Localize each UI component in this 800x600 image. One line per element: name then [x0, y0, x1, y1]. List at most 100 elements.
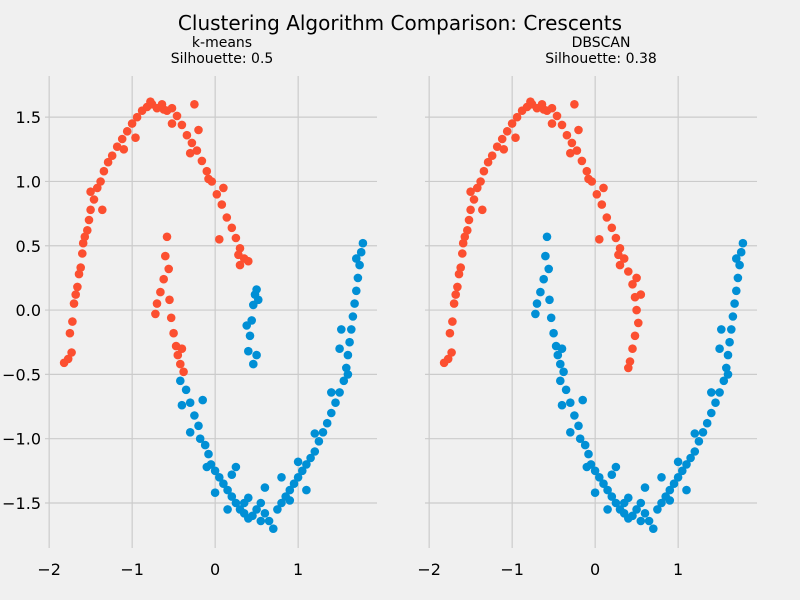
scatter-point-cluster-0: [227, 223, 237, 233]
scatter-point-cluster-1: [603, 485, 612, 495]
scatter-point-cluster-1: [732, 286, 741, 296]
scatter-point-cluster-0: [119, 145, 129, 154]
scatter-point-cluster-0: [182, 130, 192, 140]
scatter-point-cluster-0: [628, 344, 637, 354]
scatter-point-cluster-1: [603, 505, 612, 514]
scatter-point-cluster-0: [173, 350, 183, 360]
scatter-point-cluster-0: [86, 205, 95, 215]
scatter-point-cluster-1: [694, 437, 704, 446]
scatter-point-cluster-1: [578, 395, 587, 405]
scatter-point-cluster-1: [223, 485, 232, 495]
scatter-point-cluster-1: [242, 321, 251, 330]
scatter-point-cluster-0: [476, 177, 485, 186]
scatter-point-cluster-0: [599, 183, 608, 193]
scatter-point-cluster-1: [570, 411, 579, 420]
scatter-point-cluster-1: [264, 516, 274, 526]
scatter-point-cluster-1: [256, 516, 266, 526]
scatter-point-cluster-1: [599, 479, 608, 489]
scatter-point-cluster-1: [682, 460, 691, 469]
scatter-point-cluster-1: [657, 498, 666, 508]
scatter-point-cluster-0: [567, 138, 577, 148]
scatter-point-cluster-0: [454, 269, 464, 279]
scatter-point-cluster-1: [345, 337, 354, 347]
scatter-point-cluster-0: [634, 318, 643, 328]
scatter-point-cluster-1: [194, 421, 203, 431]
scatter-point-cluster-0: [630, 331, 640, 341]
scatter-point-cluster-0: [451, 290, 461, 299]
scatter-point-cluster-1: [690, 447, 700, 456]
scatter-point-cluster-0: [146, 97, 155, 106]
scatter-point-cluster-1: [244, 346, 253, 356]
scatter-point-cluster-0: [469, 195, 479, 204]
scatter-point-cluster-1: [727, 325, 736, 334]
scatter-point-cluster-1: [566, 398, 575, 408]
scatter-point-cluster-0: [194, 125, 203, 135]
tick-layer: −2 −1 0 1 −1.5 −1.0 −0.5 0.0 0.5 1.0 1.5: [2, 108, 303, 579]
scatter-point-cluster-0: [167, 119, 177, 128]
scatter-point-cluster-0: [466, 205, 475, 215]
scatter-point-cluster-0: [83, 226, 92, 235]
scatter-point-cluster-0: [131, 133, 140, 142]
x-tick-label: 0: [210, 560, 220, 579]
scatter-point-cluster-1: [636, 516, 646, 526]
scatter-point-cluster-0: [127, 119, 137, 128]
chart-title: Clustering Algorithm Comparison: Crescen…: [178, 11, 622, 35]
scatter-point-cluster-1: [532, 299, 542, 308]
scatter-point-cluster-1: [728, 312, 738, 321]
point-layer: [59, 97, 368, 533]
scatter-point-cluster-1: [556, 376, 565, 386]
scatter-point-cluster-0: [636, 290, 646, 299]
scatter-point-cluster-0: [74, 269, 84, 279]
scatter-point-cluster-0: [222, 213, 232, 222]
scatter-point-cluster-1: [350, 299, 359, 308]
scatter-point-cluster-1: [557, 344, 567, 354]
scatter-point-cluster-1: [636, 498, 646, 508]
scatter-point-cluster-1: [556, 359, 565, 369]
scatter-point-cluster-0: [132, 112, 142, 122]
scatter-point-cluster-1: [306, 453, 315, 463]
scatter-point-cluster-1: [337, 325, 346, 334]
x-tick-label: −1: [500, 560, 524, 579]
scatter-point-cluster-1: [252, 285, 261, 294]
scatter-point-cluster-1: [227, 492, 237, 501]
scatter-point-cluster-1: [702, 418, 712, 428]
scatter-point-cluster-0: [212, 190, 222, 199]
scatter-point-cluster-1: [355, 260, 364, 270]
scatter-point-cluster-1: [335, 344, 344, 354]
scatter-point-cluster-1: [640, 509, 650, 518]
scatter-point-cluster-1: [665, 485, 675, 495]
scatter-point-cluster-1: [542, 232, 552, 242]
scatter-point-cluster-1: [177, 400, 187, 410]
scatter-point-cluster-1: [335, 388, 344, 397]
scatter-point-cluster-1: [277, 473, 286, 482]
scatter-point-cluster-0: [152, 299, 162, 308]
scatter-point-cluster-1: [260, 483, 270, 492]
scatter-point-cluster-1: [185, 398, 195, 408]
scatter-point-cluster-1: [717, 325, 726, 334]
scatter-point-cluster-1: [730, 299, 739, 308]
scatter-point-cluster-1: [302, 485, 311, 495]
panel-title-line2: Silhouette: 0.5: [171, 51, 274, 67]
scatter-point-cluster-1: [331, 398, 340, 408]
scatter-point-cluster-0: [197, 156, 207, 166]
scatter-point-cluster-1: [198, 395, 207, 405]
x-tick-label: 1: [293, 560, 303, 579]
scatter-point-cluster-1: [657, 473, 666, 482]
scatter-point-cluster-0: [76, 263, 85, 272]
scatter-point-cluster-1: [611, 498, 621, 508]
scatter-point-cluster-1: [343, 350, 353, 360]
x-tick-label: −1: [120, 560, 144, 579]
scatter-point-cluster-1: [561, 385, 571, 395]
scatter-point-cluster-0: [602, 213, 612, 222]
scatter-point-cluster-1: [260, 509, 270, 518]
scatter-point-cluster-0: [63, 354, 73, 364]
scatter-point-cluster-1: [293, 473, 303, 482]
scatter-point-cluster-0: [234, 250, 243, 260]
scatter-point-cluster-0: [526, 97, 535, 106]
scatter-point-cluster-1: [252, 350, 261, 360]
scatter-point-cluster-0: [463, 226, 472, 235]
scatter-point-cluster-0: [595, 235, 604, 244]
scatter-point-cluster-1: [580, 440, 590, 450]
scatter-point-cluster-1: [719, 376, 729, 386]
